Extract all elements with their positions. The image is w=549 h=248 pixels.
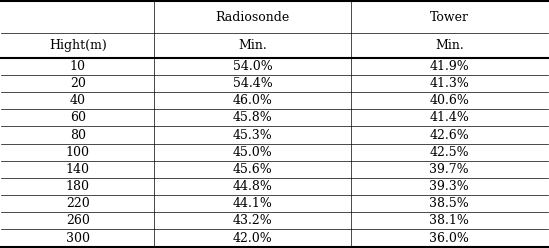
Text: 41.3%: 41.3%	[429, 77, 469, 90]
Text: Radiosonde: Radiosonde	[216, 11, 290, 24]
Text: 38.1%: 38.1%	[429, 214, 469, 227]
Text: 10: 10	[70, 60, 86, 73]
Text: 42.0%: 42.0%	[233, 232, 272, 245]
Text: 300: 300	[66, 232, 90, 245]
Text: 45.6%: 45.6%	[233, 163, 272, 176]
Text: 40.6%: 40.6%	[429, 94, 469, 107]
Text: Tower: Tower	[430, 11, 469, 24]
Text: 45.3%: 45.3%	[233, 128, 272, 142]
Text: 46.0%: 46.0%	[233, 94, 273, 107]
Text: 260: 260	[66, 214, 90, 227]
Text: 140: 140	[66, 163, 90, 176]
Text: Hight(m): Hight(m)	[49, 39, 107, 52]
Text: 44.8%: 44.8%	[233, 180, 273, 193]
Text: 60: 60	[70, 111, 86, 124]
Text: 54.4%: 54.4%	[233, 77, 272, 90]
Text: 41.9%: 41.9%	[429, 60, 469, 73]
Text: 38.5%: 38.5%	[429, 197, 469, 210]
Text: 42.5%: 42.5%	[429, 146, 469, 159]
Text: 220: 220	[66, 197, 89, 210]
Text: 20: 20	[70, 77, 86, 90]
Text: 44.1%: 44.1%	[233, 197, 273, 210]
Text: 42.6%: 42.6%	[429, 128, 469, 142]
Text: 54.0%: 54.0%	[233, 60, 272, 73]
Text: 39.3%: 39.3%	[429, 180, 469, 193]
Text: 36.0%: 36.0%	[429, 232, 469, 245]
Text: 100: 100	[66, 146, 90, 159]
Text: 40: 40	[70, 94, 86, 107]
Text: 80: 80	[70, 128, 86, 142]
Text: 180: 180	[66, 180, 90, 193]
Text: 43.2%: 43.2%	[233, 214, 272, 227]
Text: 45.8%: 45.8%	[233, 111, 272, 124]
Text: 39.7%: 39.7%	[429, 163, 469, 176]
Text: Min.: Min.	[435, 39, 464, 52]
Text: 45.0%: 45.0%	[233, 146, 272, 159]
Text: Min.: Min.	[238, 39, 267, 52]
Text: 41.4%: 41.4%	[429, 111, 469, 124]
